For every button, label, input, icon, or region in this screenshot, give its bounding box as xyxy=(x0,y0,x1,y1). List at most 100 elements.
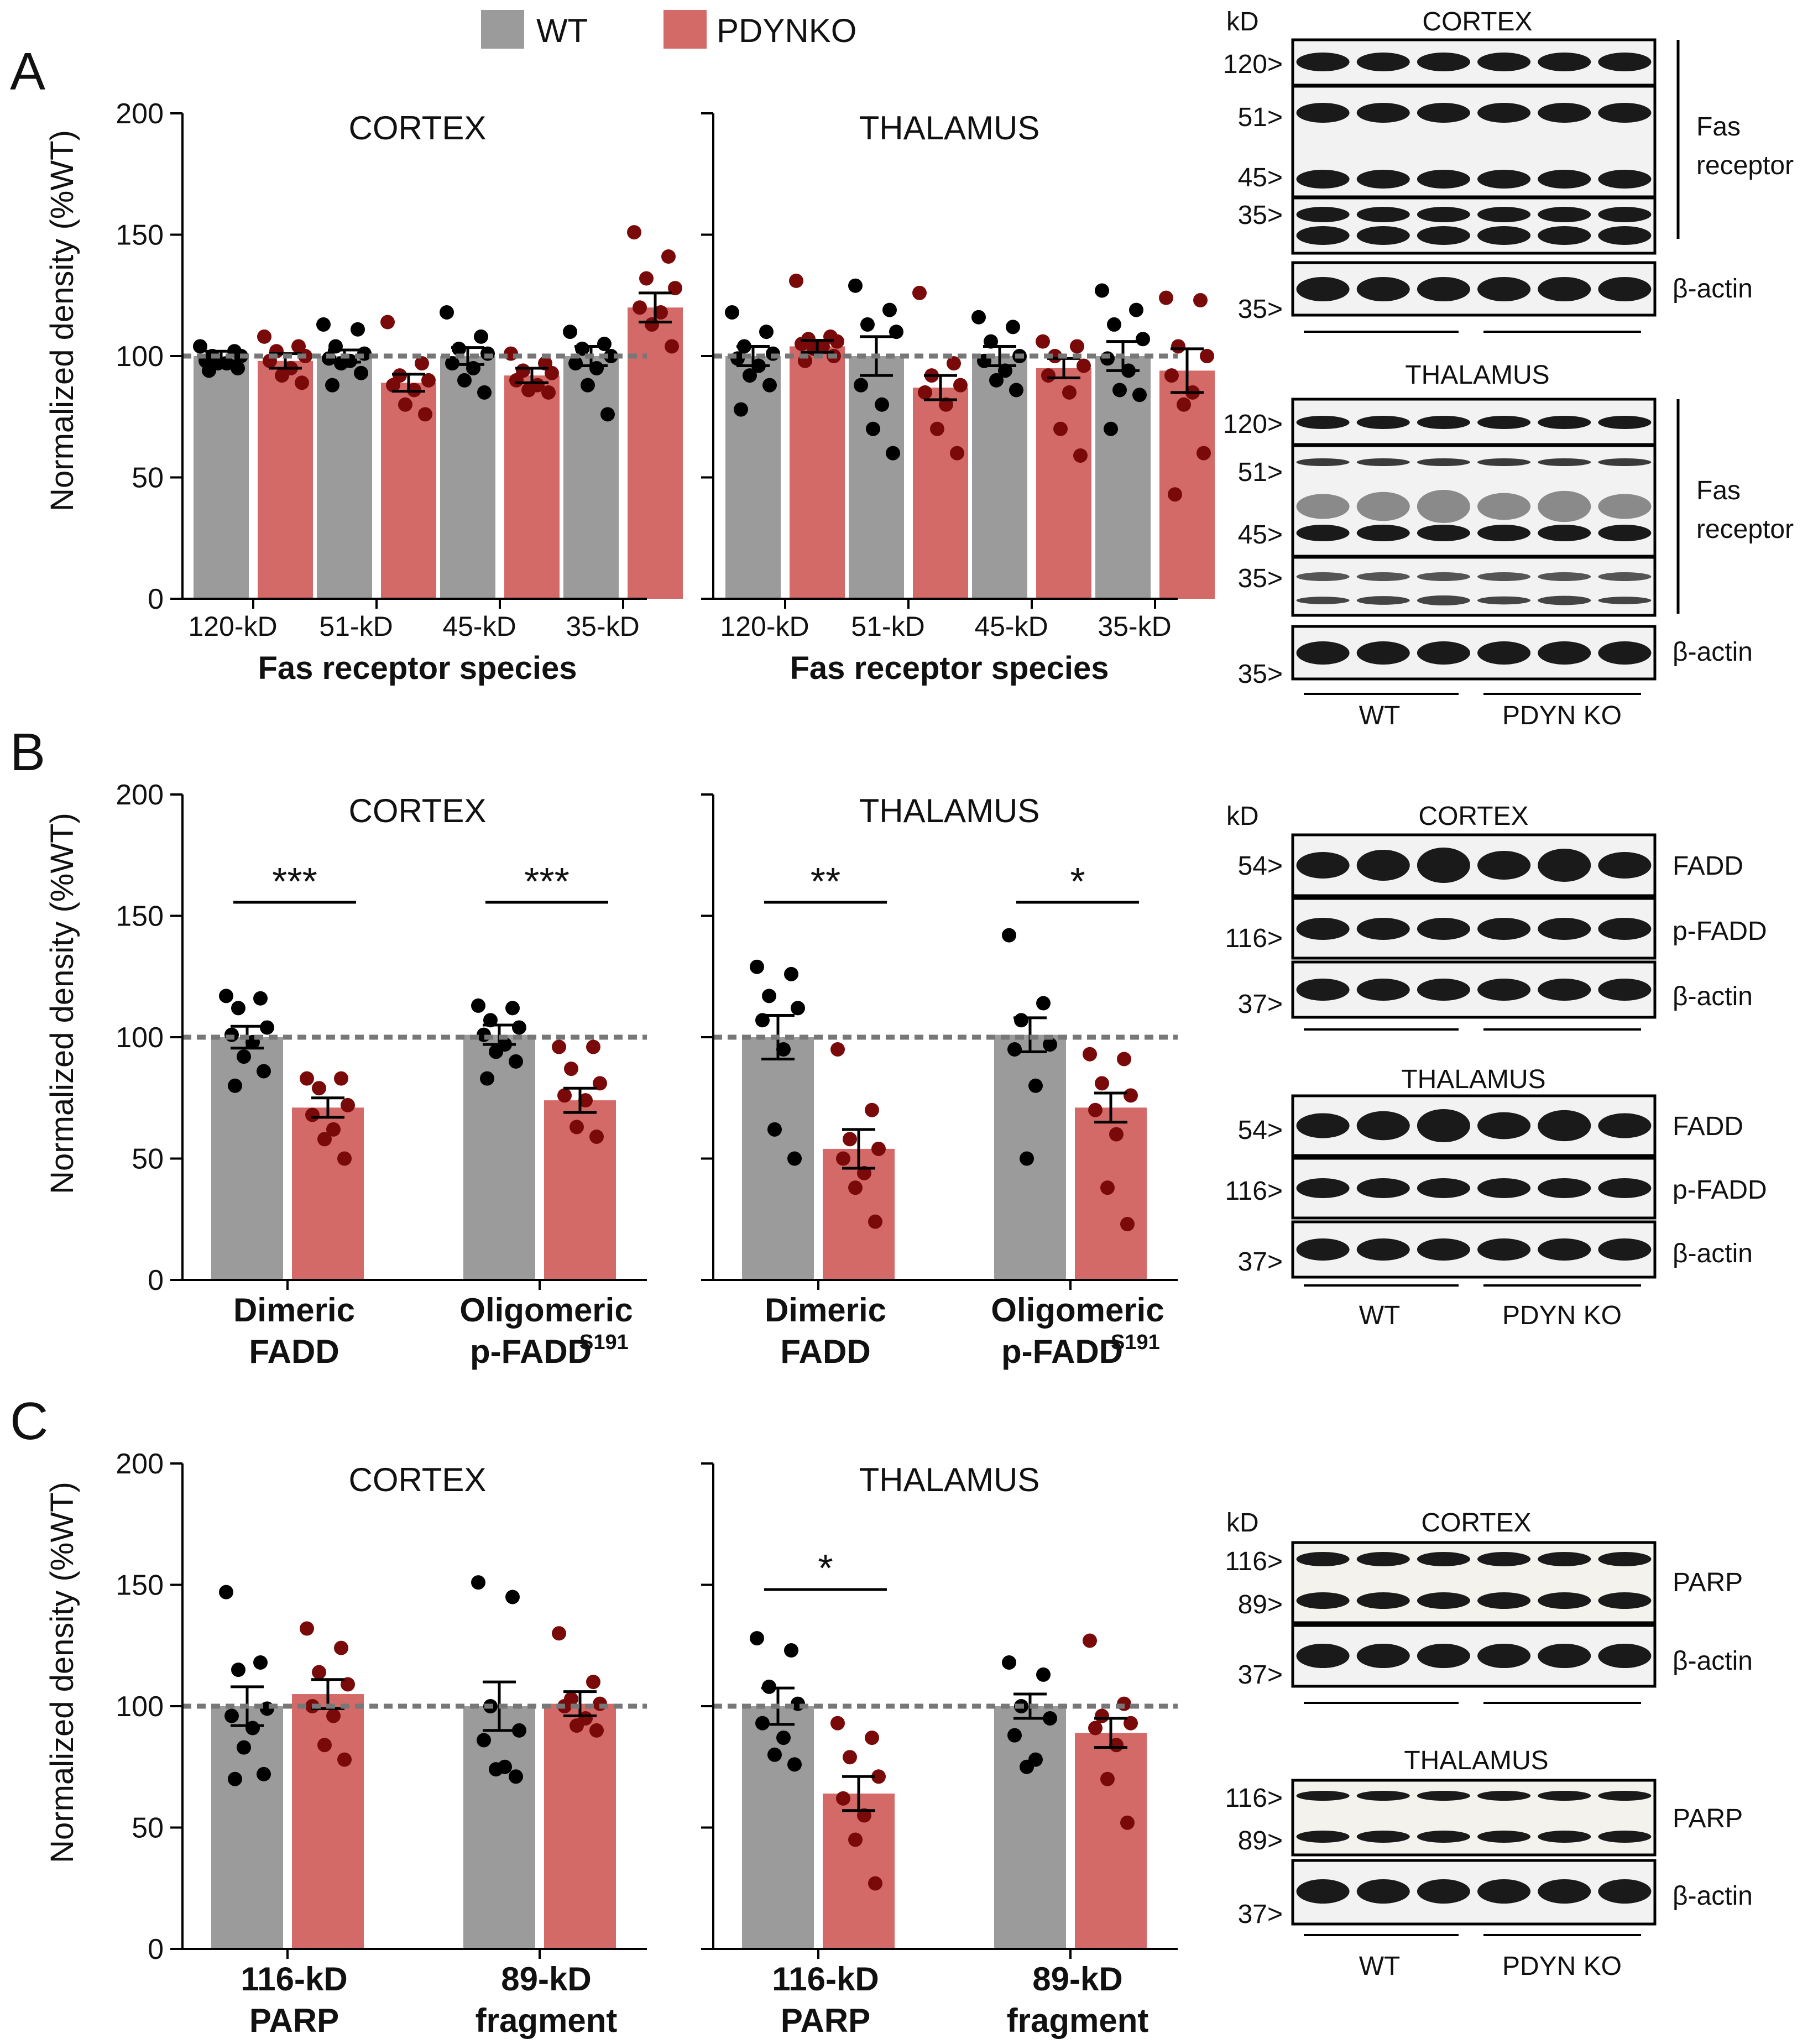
ko-data-point xyxy=(564,1062,578,1076)
ko-data-point xyxy=(661,249,676,264)
wt-data-point xyxy=(743,368,757,383)
y-tick-label: 50 xyxy=(132,1812,164,1844)
blot-a-cortex-120kd xyxy=(1291,38,1657,87)
blot-a-thal-fas-1: Fas xyxy=(1696,476,1741,505)
wt-error-bar-3 xyxy=(451,346,484,366)
wt-data-point xyxy=(351,322,365,337)
blot-c-cortex-title: CORTEX xyxy=(1421,1508,1531,1538)
ko-data-point xyxy=(1124,1088,1138,1103)
x-tick-b-cortex-2-sup: S191 xyxy=(579,1331,629,1354)
x-tick-c-thal-2a: 89-kD xyxy=(1032,1961,1122,1998)
blot-b-cortex-fadd: FADD xyxy=(1673,851,1743,881)
blot-a-thalamus-title: THALAMUS xyxy=(1405,360,1549,390)
wt-data-point xyxy=(882,302,897,317)
ko-data-point xyxy=(317,1738,332,1753)
wt-data-point xyxy=(257,1766,271,1781)
wt-data-point xyxy=(489,1044,503,1059)
ko-data-point xyxy=(627,225,641,240)
ko-bar-3 xyxy=(504,375,560,599)
wt-data-point xyxy=(776,1042,791,1057)
blot-c-thal-kd-3: 37> xyxy=(1238,1900,1283,1929)
ko-data-point xyxy=(380,315,395,330)
wt-data-point xyxy=(784,1643,798,1658)
wt-data-point xyxy=(253,1655,268,1670)
ko-data-point xyxy=(578,1093,593,1108)
blot-c-thal-parp: PARP xyxy=(1673,1804,1743,1833)
blot-labels-b: kD CORTEX 54> 116> 37> FADD p-FADD β-act… xyxy=(1225,802,1767,1330)
western-blots xyxy=(1291,38,1680,1936)
ko-data-point xyxy=(1200,349,1214,363)
ko-data-point xyxy=(789,273,803,288)
ko-data-point xyxy=(1109,1127,1124,1142)
ko-data-point xyxy=(871,1769,886,1784)
wt-data-point xyxy=(762,989,776,1003)
ko-data-point xyxy=(1197,446,1211,461)
ko-error-bar-4 xyxy=(639,291,672,324)
x-tick-b-cortex-1b: FADD xyxy=(249,1333,339,1370)
blot-a-cortex-kd-1: 120> xyxy=(1223,50,1283,79)
y-tick-label: 150 xyxy=(116,901,164,933)
wt-data-point xyxy=(228,1078,242,1093)
blot-c-thalamus-parp xyxy=(1291,1779,1657,1857)
wt-data-point xyxy=(1020,1759,1034,1774)
wt-data-point xyxy=(734,402,748,417)
x-tick-labels-c: 116-kD PARP 89-kD fragment 116-kD PARP 8… xyxy=(241,1961,1148,2039)
blot-a-wt-label: WT xyxy=(1359,701,1401,730)
blot-c-cortex-actin xyxy=(1291,1624,1657,1688)
wt-data-point xyxy=(581,378,595,393)
ko-data-point xyxy=(569,1718,584,1733)
ko-data-point xyxy=(1168,487,1182,502)
ko-data-point xyxy=(848,1180,863,1195)
wt-data-point xyxy=(219,1585,233,1599)
ko-data-point xyxy=(950,446,964,461)
wt-data-point xyxy=(784,966,798,981)
wt-data-point xyxy=(1036,1667,1051,1682)
ko-error-bar-3 xyxy=(515,367,548,384)
blot-c-kd: kD xyxy=(1226,1508,1259,1538)
x-tick-a-cortex-1: 120-kD xyxy=(188,611,277,642)
wt-data-point xyxy=(1002,1655,1016,1670)
ko-data-point xyxy=(586,1675,600,1690)
blot-b-thalamus-pfadd xyxy=(1291,1157,1657,1220)
ko-error-bar-2 xyxy=(563,1690,597,1718)
wt-data-point xyxy=(762,378,777,393)
wt-bar-2 xyxy=(849,356,904,599)
blot-b-cortex-kd-1: 54> xyxy=(1238,851,1283,881)
blot-c-cortex-parp: PARP xyxy=(1673,1568,1743,1597)
wt-data-point xyxy=(886,446,900,461)
ko-data-point xyxy=(868,1214,882,1229)
ko-error-bar-1 xyxy=(842,1128,875,1170)
blot-a-thal-kd-2: 51> xyxy=(1238,458,1283,487)
sig-b-thal-2: * xyxy=(1070,860,1085,903)
x-tick-b-cortex-2b: p-FADD xyxy=(470,1333,592,1370)
blot-c-thalamus-title: THALAMUS xyxy=(1404,1746,1548,1775)
wt-data-point xyxy=(1020,1151,1034,1166)
ko-data-point xyxy=(953,378,968,393)
ko-data-point xyxy=(295,375,309,390)
ko-data-point xyxy=(843,1750,857,1765)
blot-a-cortex-kd-4: 35> xyxy=(1238,201,1283,230)
blot-a-kd: kD xyxy=(1226,7,1259,36)
wt-data-point xyxy=(1007,1728,1022,1743)
ko-data-point xyxy=(1077,358,1091,373)
wt-data-point xyxy=(509,1769,523,1784)
x-tick-c-thal-1a: 116-kD xyxy=(772,1961,879,1998)
wt-data-point xyxy=(457,373,472,388)
blot-a-thal-kd-4: 35> xyxy=(1238,564,1283,593)
wt-bar-2 xyxy=(463,1034,535,1280)
wt-data-point xyxy=(219,989,233,1003)
x-tick-a-thal-1: 120-kD xyxy=(720,611,809,642)
blot-c-ko-label: PDYN KO xyxy=(1502,1952,1622,1981)
ko-data-point xyxy=(257,329,271,344)
ko-data-point xyxy=(868,1876,882,1891)
x-tick-c-cortex-1b: PARP xyxy=(249,2002,339,2039)
ko-bar-1 xyxy=(292,1694,364,1949)
y-tick-label: 200 xyxy=(116,779,164,811)
ko-data-point xyxy=(1120,1217,1135,1232)
panel-letter-c: C xyxy=(10,1392,48,1451)
blot-b-thal-pfadd: p-FADD xyxy=(1673,1175,1767,1205)
wt-data-point xyxy=(1009,383,1023,398)
ko-data-point xyxy=(843,1132,857,1147)
x-tick-c-thal-2b: fragment xyxy=(1007,2002,1149,2039)
blot-a-cortex-title: CORTEX xyxy=(1422,7,1532,36)
